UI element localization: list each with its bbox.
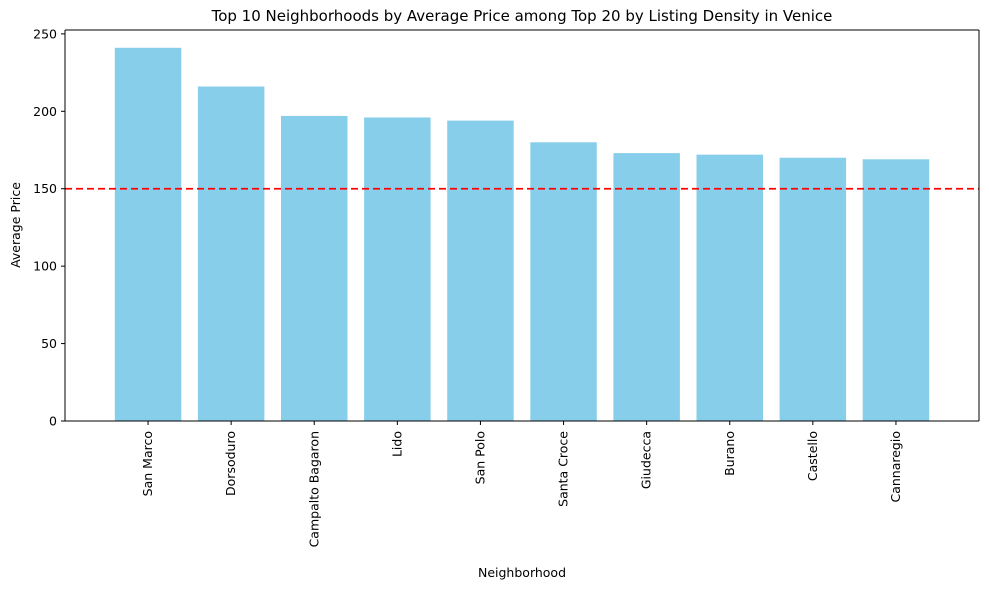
x-tick-label: San Polo bbox=[472, 431, 487, 484]
x-tick-label: Campalto Bagaron bbox=[306, 431, 321, 547]
y-tick-label: 50 bbox=[41, 336, 57, 351]
x-tick-label: Burano bbox=[722, 431, 737, 476]
y-tick-label: 150 bbox=[33, 181, 57, 196]
x-tick-label: Dorsoduro bbox=[223, 431, 238, 496]
bar-campalto-bagaron bbox=[281, 115, 348, 421]
y-axis-label: Average Price bbox=[8, 182, 23, 268]
x-tick-label: Lido bbox=[389, 431, 404, 457]
x-tick-label: Castello bbox=[805, 431, 820, 481]
bars-layer bbox=[114, 47, 930, 422]
bar-san-marco bbox=[114, 47, 182, 422]
y-axis-ticks: 0 50 100 150 200 250 bbox=[33, 26, 65, 429]
bar-dorsoduro bbox=[197, 86, 265, 422]
bar-burano bbox=[696, 154, 763, 421]
y-tick-label: 250 bbox=[33, 26, 57, 41]
y-tick-label: 100 bbox=[33, 259, 57, 274]
y-tick-label: 0 bbox=[49, 414, 57, 429]
x-tick-label: Santa Croce bbox=[556, 431, 571, 507]
bar-cannaregio bbox=[862, 159, 930, 422]
y-tick-label: 200 bbox=[33, 104, 57, 119]
x-axis-label: Neighborhood bbox=[478, 565, 566, 580]
bar-san-polo bbox=[447, 120, 514, 421]
x-tick-label: San Marco bbox=[140, 431, 155, 496]
x-tick-label: Cannaregio bbox=[888, 431, 903, 503]
axes-frame bbox=[64, 29, 980, 422]
bar-castello bbox=[779, 157, 847, 421]
x-tick-label: Giudecca bbox=[639, 431, 654, 489]
chart-title: Top 10 Neighborhoods by Average Price am… bbox=[211, 7, 833, 25]
bar-giudecca bbox=[613, 153, 680, 422]
bar-santa-croce bbox=[530, 142, 597, 421]
bar-lido bbox=[364, 117, 431, 422]
x-axis-ticks: San Marco Dorsoduro Campalto Bagaron Lido Sa… bbox=[140, 421, 903, 547]
